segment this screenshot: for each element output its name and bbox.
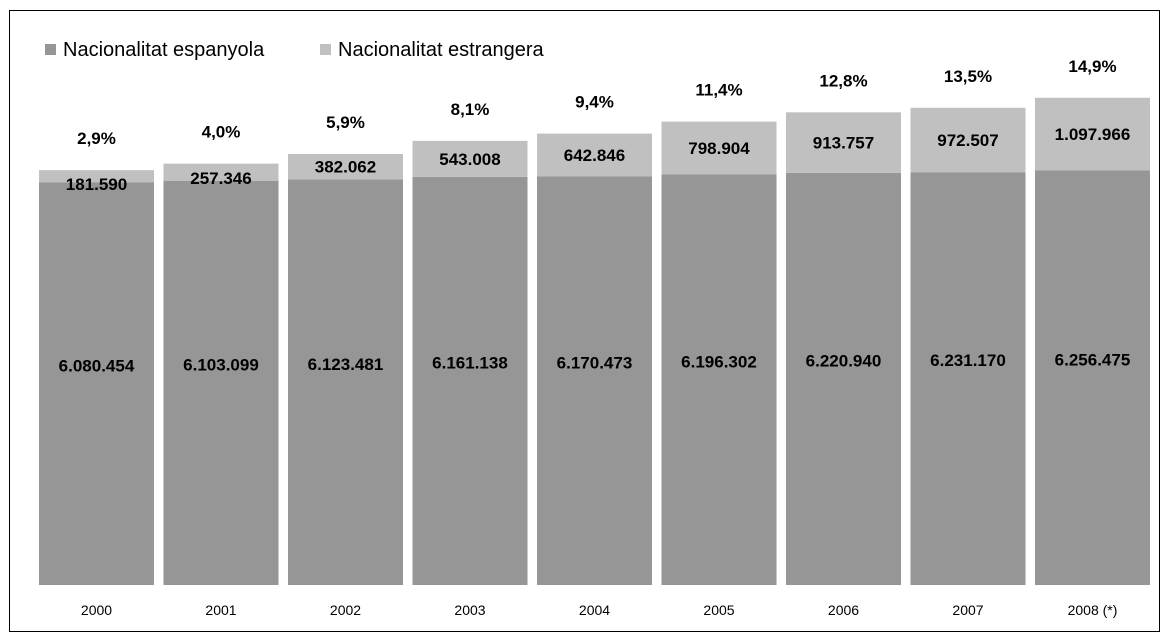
x-tick-5: 2005 <box>703 602 734 618</box>
bar-espanyola-1 <box>163 180 279 586</box>
label-espanyola-6: 6.220.940 <box>806 352 882 371</box>
label-percent-7: 13,5% <box>944 67 992 86</box>
bar-espanyola-8 <box>1035 170 1150 585</box>
bar-espanyola-6 <box>786 172 901 585</box>
legend-swatch-estrangera <box>320 44 331 55</box>
x-tick-7: 2007 <box>952 602 983 618</box>
label-estrangera-6: 913.757 <box>813 134 874 153</box>
bar-estrangera-8 <box>1035 97 1150 171</box>
label-espanyola-4: 6.170.473 <box>557 353 633 372</box>
bar-espanyola-2 <box>288 179 403 585</box>
label-estrangera-7: 972.507 <box>937 131 998 150</box>
label-espanyola-5: 6.196.302 <box>681 352 757 371</box>
label-estrangera-2: 382.062 <box>315 158 376 177</box>
bar-estrangera-6 <box>786 112 901 173</box>
bar-estrangera-1 <box>163 163 279 181</box>
bar-espanyola-5 <box>661 174 777 585</box>
label-percent-6: 12,8% <box>819 71 867 90</box>
legend: Nacionalitat espanyola Nacionalitat estr… <box>45 39 545 61</box>
bar-estrangera-0 <box>39 170 154 183</box>
label-espanyola-2: 6.123.481 <box>308 355 384 374</box>
x-tick-3: 2003 <box>454 602 485 618</box>
label-estrangera-3: 543.008 <box>439 150 500 169</box>
x-tick-6: 2006 <box>828 602 859 618</box>
bar-estrangera-3 <box>412 140 528 177</box>
bar-estrangera-4 <box>537 133 652 177</box>
x-tick-1: 2001 <box>205 602 236 618</box>
label-estrangera-8: 1.097.966 <box>1055 125 1131 144</box>
label-espanyola-3: 6.161.138 <box>432 354 508 373</box>
legend-swatch-espanyola <box>45 44 56 55</box>
x-tick-0: 2000 <box>81 602 112 618</box>
label-percent-3: 8,1% <box>451 100 490 119</box>
x-tick-4: 2004 <box>579 602 610 618</box>
bar-estrangera-5 <box>661 121 777 175</box>
label-percent-1: 4,0% <box>202 123 241 142</box>
label-percent-2: 5,9% <box>326 113 365 132</box>
bar-espanyola-4 <box>537 176 652 585</box>
bar-espanyola-3 <box>412 176 528 586</box>
label-estrangera-5: 798.904 <box>688 139 750 158</box>
x-tick-8: 2008 (*) <box>1068 602 1118 618</box>
label-espanyola-7: 6.231.170 <box>930 351 1006 370</box>
label-percent-0: 2,9% <box>77 129 116 148</box>
legend-label-estrangera: Nacionalitat estrangera <box>338 39 545 61</box>
label-espanyola-0: 6.080.454 <box>59 357 135 376</box>
bar-estrangera-2 <box>288 154 403 180</box>
x-tick-2: 2002 <box>330 602 361 618</box>
legend-label-espanyola: Nacionalitat espanyola <box>63 39 265 61</box>
label-espanyola-1: 6.103.099 <box>183 356 259 375</box>
bar-estrangera-7 <box>910 107 1026 173</box>
label-espanyola-8: 6.256.475 <box>1055 350 1131 369</box>
label-estrangera-0: 181.590 <box>66 175 127 194</box>
bars-group <box>39 97 1150 586</box>
bar-espanyola-0 <box>39 182 154 585</box>
label-percent-4: 9,4% <box>575 93 614 112</box>
label-estrangera-1: 257.346 <box>190 169 251 188</box>
label-percent-5: 11,4% <box>695 81 742 100</box>
label-estrangera-4: 642.846 <box>564 146 625 165</box>
label-percent-8: 14,9% <box>1068 57 1116 76</box>
bar-espanyola-7 <box>910 172 1026 585</box>
labels-group: 6.080.454 181.590 2,9% 2000 6.103.099 257.346… <box>59 57 1131 618</box>
